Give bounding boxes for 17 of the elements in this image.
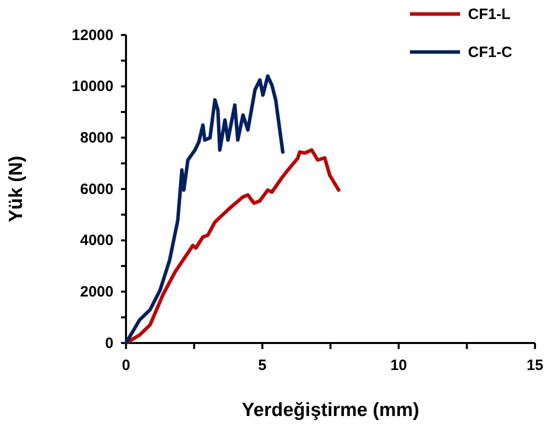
- x-tick-label: 15: [526, 357, 544, 374]
- legend-label: CF1-L: [468, 6, 510, 23]
- line-series: [124, 148, 340, 345]
- x-axis-title: Yerdeğiştirme (mm): [242, 400, 420, 421]
- legend-label: CF1-C: [468, 44, 512, 61]
- x-tick-label: 5: [258, 357, 267, 374]
- y-tick-label: 4000: [80, 232, 114, 250]
- y-tick-label: 6000: [80, 180, 114, 198]
- line-series: [124, 74, 285, 345]
- x-tick-label: 10: [390, 357, 408, 374]
- y-axis-title: Yük (N): [6, 156, 27, 222]
- y-tick-label: 10000: [72, 78, 114, 96]
- y-tick-label: 0: [105, 334, 114, 352]
- x-tick-label: 0: [122, 357, 130, 374]
- y-tick-label: 2000: [80, 283, 114, 300]
- y-tick-label: 12000: [72, 26, 114, 44]
- y-tick-label: 8000: [80, 129, 114, 146]
